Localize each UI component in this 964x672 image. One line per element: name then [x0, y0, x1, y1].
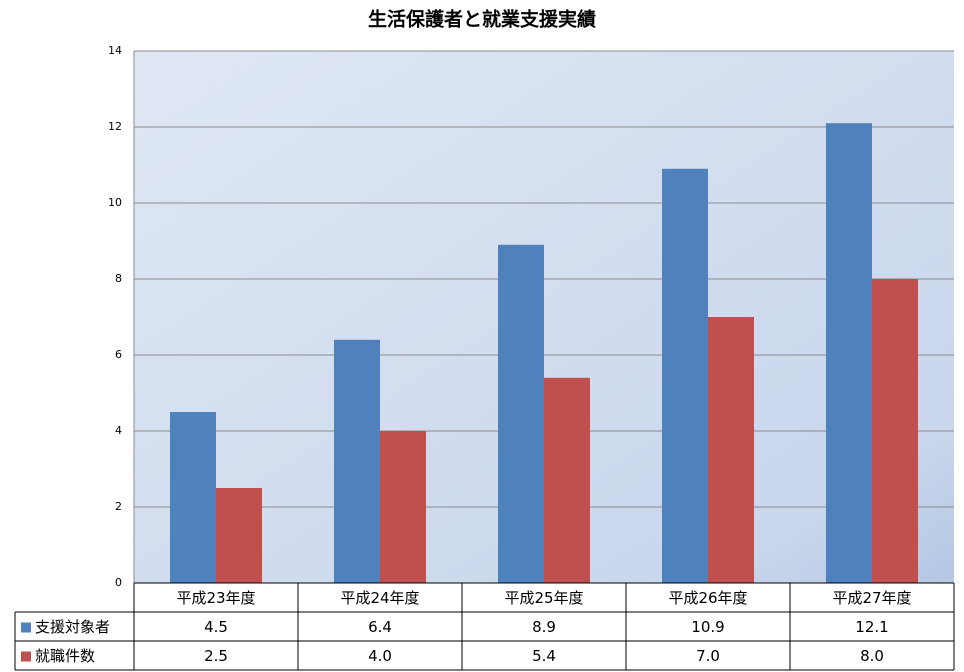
- bar: [662, 168, 708, 584]
- chart-title: 生活保護者と就業支援実績: [368, 8, 596, 31]
- bar: [216, 488, 262, 583]
- table-value: 8.9: [532, 618, 556, 636]
- y-tick-label: 14: [108, 44, 122, 57]
- table-value: 10.9: [691, 618, 724, 636]
- y-tick-label: 4: [115, 424, 122, 437]
- bar: [872, 279, 918, 583]
- bar: [380, 431, 426, 583]
- x-tick-label: 平成25年度: [504, 589, 583, 607]
- bar: [170, 412, 216, 583]
- legend-label: 就職件数: [35, 647, 95, 665]
- x-tick-label: 平成24年度: [340, 589, 419, 607]
- y-tick-label: 10: [108, 196, 122, 209]
- y-tick-label: 0: [115, 576, 122, 589]
- bar: [708, 317, 754, 583]
- bar: [544, 377, 590, 583]
- x-tick-label: 平成27年度: [832, 589, 911, 607]
- y-tick-label: 12: [108, 120, 122, 133]
- bar: [498, 244, 544, 584]
- legend-swatch: [21, 651, 31, 662]
- table-value: 4.5: [204, 618, 228, 636]
- table-value: 7.0: [696, 647, 720, 665]
- y-tick-label: 8: [115, 272, 122, 285]
- bar: [826, 123, 872, 583]
- bar: [334, 339, 380, 583]
- x-tick-label: 平成26年度: [668, 589, 747, 607]
- table-value: 12.1: [855, 618, 888, 636]
- legend-label: 支援対象者: [35, 618, 110, 636]
- table-value: 6.4: [368, 618, 392, 636]
- y-tick-label: 2: [115, 500, 122, 513]
- table-value: 5.4: [532, 647, 556, 665]
- table-value: 8.0: [860, 647, 884, 665]
- table-value: 2.5: [204, 647, 228, 665]
- table-value: 4.0: [368, 647, 392, 665]
- x-tick-label: 平成23年度: [176, 589, 255, 607]
- y-tick-label: 6: [115, 348, 122, 361]
- legend-swatch: [21, 622, 31, 633]
